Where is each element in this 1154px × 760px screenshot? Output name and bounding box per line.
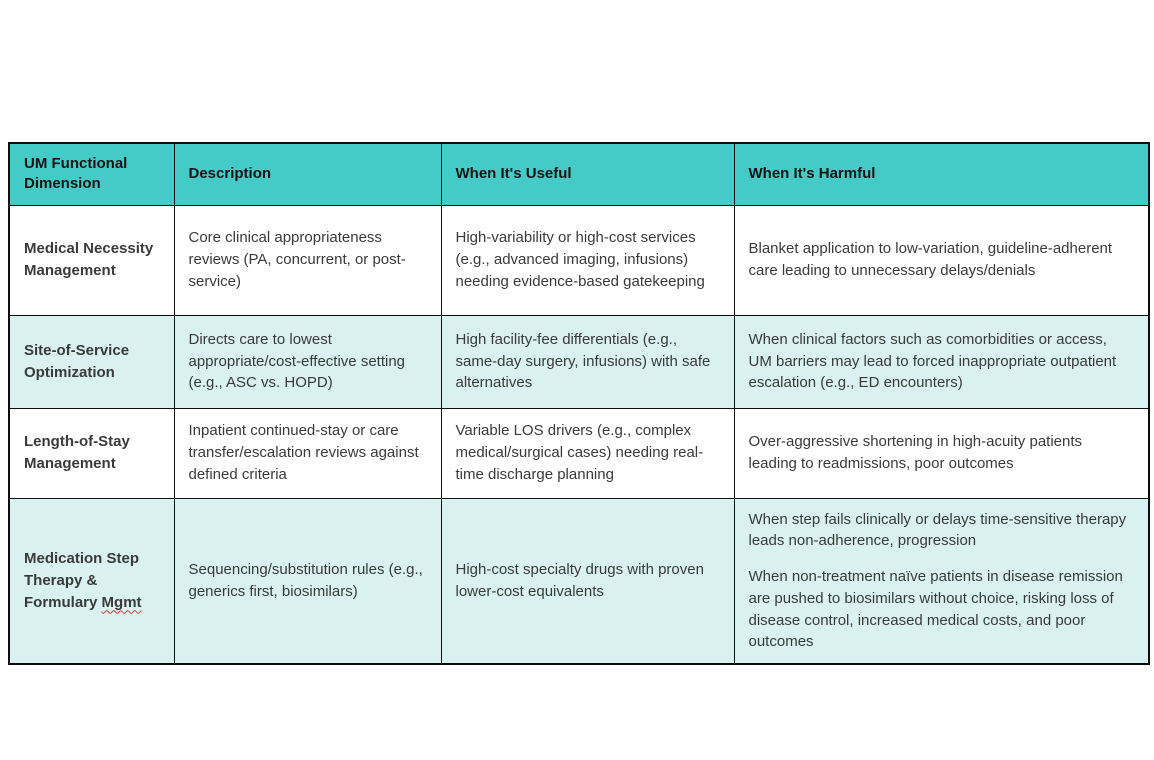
cell-description: Inpatient continued-stay or care transfe… xyxy=(173,407,442,499)
cell-dimension: Medication Step Therapy & Formulary Mgmt xyxy=(8,497,175,665)
cell-useful: High facility-fee differentials (e.g., s… xyxy=(440,314,735,409)
cell-description: Sequencing/substitution rules (e.g., gen… xyxy=(173,497,442,665)
cell-description: Core clinical appropriateness reviews (P… xyxy=(173,204,442,316)
cell-harmful: When step fails clinically or delays tim… xyxy=(733,497,1150,665)
cell-useful: High-cost specialty drugs with proven lo… xyxy=(440,497,735,665)
table-row-medical-necessity: Medical Necessity Management Core clinic… xyxy=(8,204,1150,316)
table-row-medication-step-therapy: Medication Step Therapy & Formulary Mgmt… xyxy=(8,497,1150,665)
header-when-harmful: When It's Harmful xyxy=(733,142,1150,206)
um-functional-dimension-table: UM Functional Dimension Description When… xyxy=(8,142,1150,665)
harmful-paragraph: Blanket application to low-variation, gu… xyxy=(748,240,1113,279)
table-row-site-of-service: Site-of-Service Optimization Directs car… xyxy=(8,314,1150,409)
cell-harmful: Blanket application to low-variation, gu… xyxy=(733,204,1150,316)
cell-dimension: Site-of-Service Optimization xyxy=(8,314,175,409)
header-when-useful: When It's Useful xyxy=(440,142,735,206)
table-row-length-of-stay: Length-of-Stay Management Inpatient cont… xyxy=(8,407,1150,499)
harmful-paragraph: When step fails clinically or delays tim… xyxy=(748,510,1127,550)
cell-useful: High-variability or high-cost services (… xyxy=(440,204,735,316)
header-description: Description xyxy=(173,142,442,206)
cell-harmful: When clinical factors such as comorbidit… xyxy=(733,314,1150,409)
harmful-paragraph: Over-aggressive shortening in high-acuit… xyxy=(748,433,1083,472)
cell-harmful: Over-aggressive shortening in high-acuit… xyxy=(733,407,1150,499)
cell-dimension: Length-of-Stay Management xyxy=(8,407,175,499)
cell-useful: Variable LOS drivers (e.g., complex medi… xyxy=(440,407,735,499)
harmful-paragraph: When clinical factors such as comorbidit… xyxy=(748,330,1117,392)
table-header-row: UM Functional Dimension Description When… xyxy=(8,142,1150,206)
spellcheck-flagged-word: Mgmt xyxy=(101,593,142,611)
dimension-text: Medication Step Therapy & Formulary xyxy=(24,550,140,611)
cell-description: Directs care to lowest appropriate/cost-… xyxy=(173,314,442,409)
header-um-functional-dimension: UM Functional Dimension xyxy=(8,142,175,206)
harmful-paragraph: When non-treatment naïve patients in dis… xyxy=(748,568,1123,651)
cell-dimension: Medical Necessity Management xyxy=(8,204,175,316)
